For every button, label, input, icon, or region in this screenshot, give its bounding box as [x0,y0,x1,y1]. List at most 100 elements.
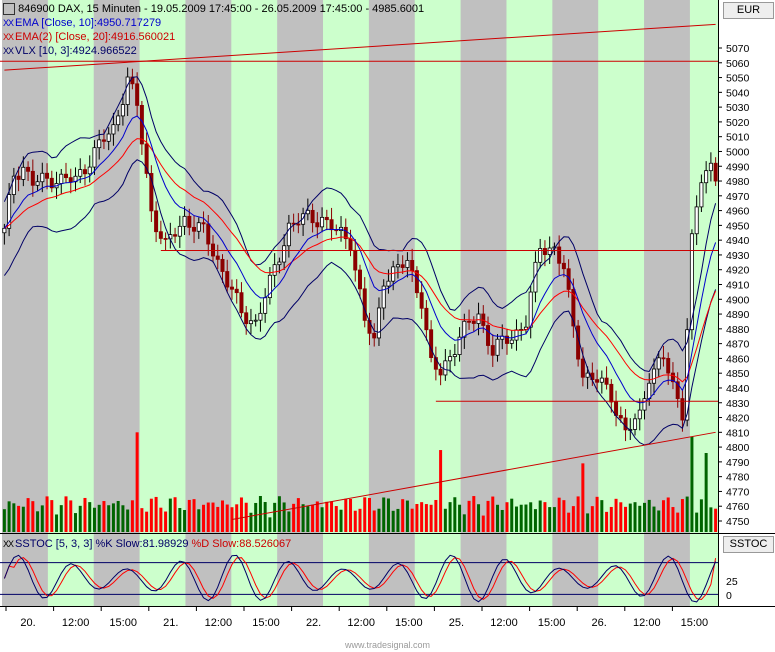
volume-bar [69,500,73,532]
volume-bar [64,496,68,532]
candle-body [225,271,230,288]
volume-bar [420,502,424,532]
price-tick-label: 5060 [726,58,750,70]
candle-body [689,233,694,331]
candle-body [694,206,699,235]
candle-body [448,356,453,362]
price-tick-label: 4980 [726,176,750,188]
volume-bar [349,498,353,532]
candle-body [595,379,600,383]
stoch-tick-label: 25 [726,576,738,588]
vlx-upper-line [3,76,717,373]
volume-bar [154,496,158,532]
candle-body [35,181,40,186]
volume-bar [481,515,485,532]
volume-bar [467,500,471,532]
sstoc-badge: SSTOC [723,536,774,553]
ema10-label[interactable]: XX EMA [Close, 10]:4950.717279 [3,17,162,29]
volume-bar [26,498,30,532]
candle-body [704,170,709,184]
candle-body [82,169,87,175]
ema20-label[interactable]: XX EMA(2) [Close, 20]:4916.560021 [3,31,176,43]
price-tick-label: 4950 [726,220,750,232]
volume-bar [666,497,670,532]
time-tick-label: 12:00 [490,617,518,629]
candle-body [201,222,206,225]
volume-bar [292,503,296,532]
volume-bar [586,513,590,532]
volume-bar [557,497,561,532]
candle-body [239,292,244,314]
candle-body [248,320,253,325]
sstoc-label[interactable]: XX SSTOC [5, 3, 3] %K Slow:81.98929 %D Sl… [3,538,292,550]
volume-bar [486,500,490,532]
time-tick-label: 26. [592,617,607,629]
candle-body [495,338,500,356]
candle-body [424,307,429,331]
price-tick-label: 4820 [726,413,750,425]
candle-body [376,307,381,339]
candle-body [106,133,111,142]
volume-bar [2,509,6,532]
lower-trendline [231,431,716,521]
candle-body [419,292,424,309]
candle-body [267,274,272,299]
volume-bar [334,506,338,532]
volume-bar [249,512,253,532]
volume-bar [36,511,40,532]
volume-bar [709,507,713,532]
volume-bar [367,497,371,532]
volume-bar [510,498,514,532]
candle-body [324,216,329,221]
volume-bar [197,509,201,532]
stoch-k-line [3,554,717,603]
candle-body [2,227,7,234]
candle-body [220,258,225,272]
candle-body [196,222,201,232]
volume-bar [211,502,215,532]
volume-bar [55,514,59,532]
candle-body [263,297,268,314]
volume-bar [50,500,54,532]
candle-body [92,147,97,168]
candle-body [666,357,671,374]
candle-body [566,268,571,290]
price-tick-label: 4770 [726,486,750,498]
vlx-label[interactable]: XX VLX [10, 3]:4924.966522 [3,45,137,57]
volume-bar [168,498,172,532]
time-tick-label: 12:00 [633,617,661,629]
candle-body [40,172,45,183]
candle-body [49,177,54,189]
candle-body [177,225,182,237]
volume-bar [382,497,386,532]
volume-bar [643,502,647,532]
volume-bar [429,504,433,532]
candle-body [509,339,514,344]
volume-bar [102,501,106,532]
candle-body [315,222,320,228]
candle-body [599,377,604,383]
volume-bar [330,501,334,532]
candle-body [438,368,443,376]
volume-bar [671,507,675,532]
candle-body [391,266,396,282]
volume-bar [145,511,149,532]
candle-body [353,249,358,271]
candlesticks [2,67,718,442]
volume-bar [178,508,182,532]
volume-bar [21,506,25,532]
volume-bar [695,512,699,532]
candle-body [125,76,130,105]
volume-bar [652,506,656,532]
candle-body [623,417,628,431]
price-tick-label: 4870 [726,339,750,351]
candle-body [182,215,187,227]
currency-badge: EUR [723,2,774,19]
volume-bar [17,505,21,532]
price-tick-label: 4830 [726,398,750,410]
candle-body [215,255,220,260]
price-tick-label: 4850 [726,368,750,380]
volume-bar [140,508,144,532]
volume-bar [619,502,623,532]
time-tick-label: 15:00 [395,617,423,629]
